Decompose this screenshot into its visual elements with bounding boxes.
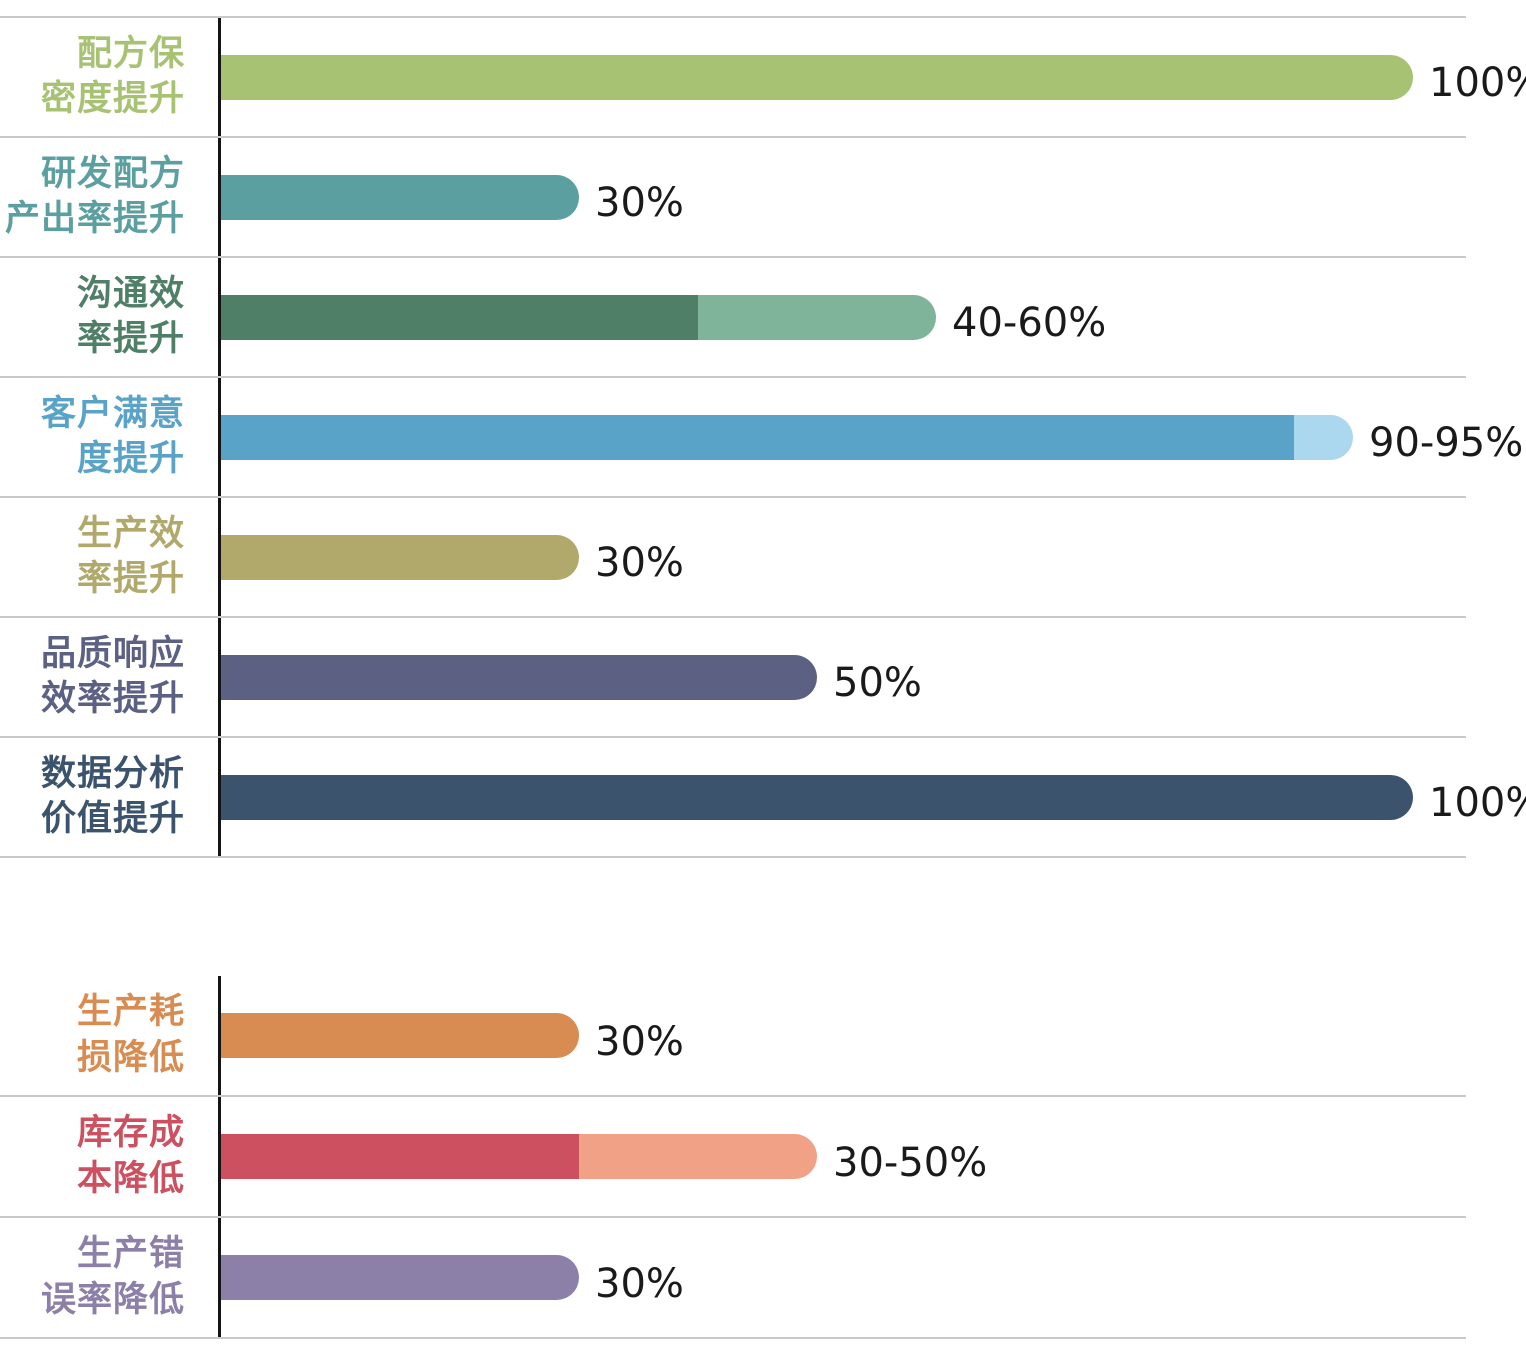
category-label: 生产效 率提升 — [76, 513, 185, 600]
category-label-cell: 生产效 率提升 — [0, 498, 218, 616]
chart-row: 生产耗 损降低 30% — [0, 976, 1466, 1097]
value-label: 100% — [1429, 780, 1526, 826]
value-label: 50% — [833, 660, 922, 706]
category-label-cell: 生产错 误率降低 — [0, 1218, 218, 1337]
bar — [221, 54, 1413, 100]
bar-zone: 40-60% — [218, 258, 1466, 376]
category-label-cell: 生产耗 损降低 — [0, 976, 218, 1095]
bar-range-dark-segment — [221, 414, 1294, 460]
category-label: 沟通效 率提升 — [76, 273, 185, 360]
category-label: 品质响应 效率提升 — [40, 633, 185, 720]
chart-row: 生产效 率提升 30% — [0, 498, 1466, 618]
value-label: 30% — [595, 1260, 684, 1307]
bar-zone: 30% — [218, 498, 1466, 616]
value-label: 30% — [595, 1018, 684, 1065]
bar-zone: 100% — [218, 738, 1526, 856]
bar — [221, 174, 579, 220]
chart-row: 库存成 本降低 30-50% — [0, 1097, 1466, 1218]
bar-zone: 90-95% — [218, 378, 1523, 496]
category-label: 库存成 本降低 — [76, 1113, 185, 1199]
category-label-cell: 品质响应 效率提升 — [0, 618, 218, 736]
category-label: 数据分析 价值提升 — [40, 753, 185, 840]
value-label: 40-60% — [952, 300, 1107, 346]
chart-row: 客户满意 度提升 90-95% — [0, 378, 1523, 498]
chart-row: 品质响应 效率提升 50% — [0, 618, 1466, 738]
category-label: 生产错 误率降低 — [40, 1234, 185, 1320]
bar — [221, 774, 1413, 820]
bar — [221, 654, 817, 700]
value-label: 100% — [1429, 60, 1526, 106]
category-label: 生产耗 损降低 — [76, 992, 185, 1078]
bar-zone: 30% — [218, 138, 1466, 256]
category-label-cell: 沟通效 率提升 — [0, 258, 218, 376]
group-gap — [0, 858, 1526, 976]
bar-range-dark-segment — [221, 1134, 579, 1179]
bar-zone: 30% — [218, 976, 1466, 1095]
value-label: 30-50% — [833, 1139, 988, 1186]
bar-zone: 50% — [218, 618, 1466, 736]
category-label: 配方保 密度提升 — [40, 33, 185, 120]
chart-row: 研发配方 产出率提升 30% — [0, 138, 1466, 258]
bar — [221, 1255, 579, 1300]
category-label: 客户满意 度提升 — [40, 393, 185, 480]
value-label: 90-95% — [1369, 420, 1524, 466]
bar — [221, 414, 1353, 460]
category-label-cell: 数据分析 价值提升 — [0, 738, 218, 856]
bar — [221, 1013, 579, 1058]
bar-zone: 30% — [218, 1218, 1466, 1337]
value-label: 30% — [595, 540, 684, 586]
bar — [221, 534, 579, 580]
bar-range-dark-segment — [221, 294, 698, 340]
reduction-bar-group: 生产耗 损降低 30% 库存成 本降低 30-50% 生产错 误率降低 30% — [0, 976, 1466, 1339]
bar-zone: 100% — [218, 18, 1526, 136]
category-label-cell: 库存成 本降低 — [0, 1097, 218, 1216]
category-label-cell: 客户满意 度提升 — [0, 378, 218, 496]
bar-zone: 30-50% — [218, 1097, 1466, 1216]
category-label-cell: 研发配方 产出率提升 — [0, 138, 218, 256]
chart-row: 沟通效 率提升 40-60% — [0, 258, 1466, 378]
bar — [221, 294, 936, 340]
category-label-cell: 配方保 密度提升 — [0, 18, 218, 136]
category-label: 研发配方 产出率提升 — [4, 153, 185, 240]
bar — [221, 1134, 817, 1179]
chart-row: 生产错 误率降低 30% — [0, 1218, 1466, 1339]
value-label: 30% — [595, 180, 684, 226]
